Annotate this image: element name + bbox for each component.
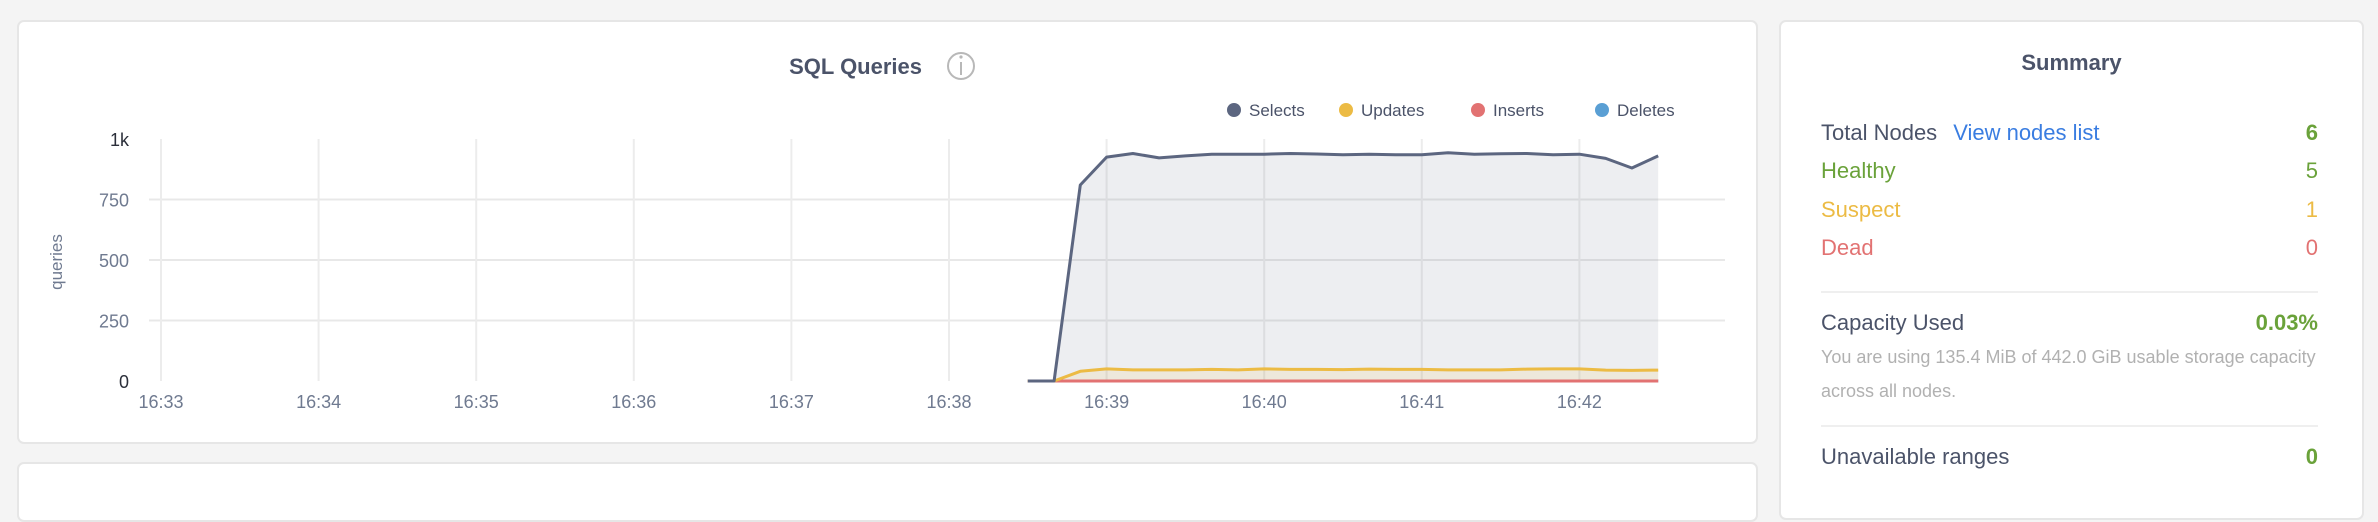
x-tick-label: 16:34 bbox=[296, 392, 341, 412]
legend-label-deletes: Deletes bbox=[1617, 101, 1675, 120]
y-axis-label: queries bbox=[47, 234, 66, 290]
chart-title: SQL Queries bbox=[789, 54, 922, 79]
lower-card bbox=[17, 462, 1758, 522]
capacity-description: You are using 135.4 MiB of 442.0 GiB usa… bbox=[1821, 347, 2316, 401]
healthy-value: 5 bbox=[2305, 158, 2318, 183]
total-nodes-value: 6 bbox=[2305, 120, 2318, 145]
info-circle-icon[interactable] bbox=[947, 52, 975, 80]
x-axis: 16:33 16:34 16:35 16:36 16:37 16:38 16:39 16:40… bbox=[138, 392, 1601, 412]
y-tick-label: 500 bbox=[99, 251, 129, 271]
x-tick-label: 16:35 bbox=[454, 392, 499, 412]
summary-title: Summary bbox=[2021, 50, 2122, 75]
y-axis: 0 250 500 750 1k bbox=[99, 130, 130, 392]
line-selects bbox=[1027, 151, 1659, 383]
legend-label-updates: Updates bbox=[1361, 101, 1424, 120]
x-tick-label: 16:39 bbox=[1084, 392, 1129, 412]
view-nodes-list-link[interactable]: View nodes list bbox=[1953, 120, 2100, 145]
suspect-row: Suspect 1 bbox=[1821, 197, 2318, 223]
healthy-row: Healthy 5 bbox=[1821, 158, 2318, 184]
suspect-value: 1 bbox=[2305, 197, 2318, 222]
legend-dot-inserts bbox=[1471, 103, 1485, 117]
y-tick-label: 0 bbox=[119, 372, 129, 392]
legend-dot-deletes bbox=[1595, 103, 1609, 117]
x-tick-label: 16:42 bbox=[1557, 392, 1602, 412]
x-tick-label: 16:41 bbox=[1399, 392, 1444, 412]
area-updates bbox=[1027, 368, 1659, 381]
dead-row: Dead 0 bbox=[1821, 235, 2318, 261]
capacity-row: Capacity Used 0.03% bbox=[1821, 310, 2318, 336]
sql-queries-chart-card: SQL Queries 0 250 500 750 1k 16:33 16:34 16:35… bbox=[17, 20, 1758, 444]
unavailable-ranges-label: Unavailable ranges bbox=[1821, 444, 2010, 469]
sql-queries-chart: SQL Queries 0 250 500 750 1k 16:33 16:34 16:35… bbox=[47, 52, 1725, 412]
divider bbox=[1821, 291, 2318, 293]
chart-legend: Selects Updates Inserts Deletes bbox=[1227, 101, 1675, 120]
capacity-value: 0.03% bbox=[2255, 310, 2318, 335]
line-updates bbox=[1027, 367, 1659, 383]
y-tick-label: 250 bbox=[99, 312, 129, 332]
capacity-label: Capacity Used bbox=[1821, 310, 1965, 335]
y-tick-label: 1k bbox=[110, 130, 130, 150]
suspect-label: Suspect bbox=[1821, 197, 1901, 222]
x-tick-label: 16:37 bbox=[769, 392, 814, 412]
unavailable-ranges-row: Unavailable ranges 0 bbox=[1821, 444, 2318, 470]
chart-grid bbox=[149, 139, 1725, 381]
divider bbox=[1821, 425, 2318, 427]
total-nodes-label: Total Nodes bbox=[1821, 120, 1938, 145]
legend-label-selects: Selects bbox=[1249, 101, 1305, 120]
x-tick-label: 16:33 bbox=[138, 392, 183, 412]
legend-dot-selects bbox=[1227, 103, 1241, 117]
dead-label: Dead bbox=[1821, 235, 1874, 260]
unavailable-ranges-value: 0 bbox=[2305, 444, 2318, 469]
chart-areas bbox=[1027, 152, 1659, 381]
dead-value: 0 bbox=[2305, 235, 2318, 260]
area-selects bbox=[1027, 152, 1659, 381]
x-tick-label: 16:40 bbox=[1242, 392, 1287, 412]
total-nodes-row: Total Nodes View nodes list 6 bbox=[1821, 120, 2318, 146]
y-tick-label: 750 bbox=[99, 191, 129, 211]
x-tick-label: 16:36 bbox=[611, 392, 656, 412]
legend-label-inserts: Inserts bbox=[1493, 101, 1544, 120]
chart-lines bbox=[1027, 151, 1659, 383]
summary-card: Summary Total Nodes View nodes list 6 He… bbox=[1779, 20, 2364, 520]
x-tick-label: 16:38 bbox=[926, 392, 971, 412]
healthy-label: Healthy bbox=[1821, 158, 1896, 183]
legend-dot-updates bbox=[1339, 103, 1353, 117]
